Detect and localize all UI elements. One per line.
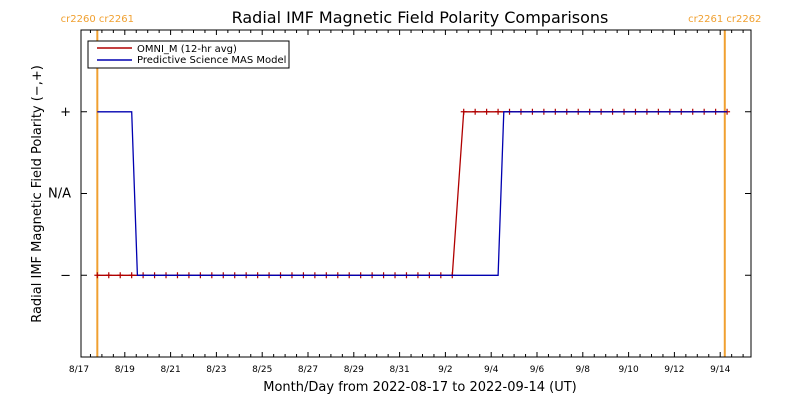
data-point [94,272,101,279]
x-tick-label: 9/12 [664,365,684,375]
legend-label-mas: Predictive Science MAS Model [137,55,286,66]
x-tick-label: 8/31 [389,365,409,375]
x-tick-label: 8/19 [115,365,135,375]
x-tick-label: 9/8 [576,365,591,375]
y-tick-label: − [60,268,71,283]
x-axis-label: Month/Day from 2022-08-17 to 2022-09-14 … [263,380,576,395]
x-tick-label: 8/17 [69,365,89,375]
y-axis-label: Radial IMF Magnetic Field Polarity (−,+) [30,65,45,323]
legend-box [87,40,290,69]
y-tick-label: N/A [48,187,71,202]
x-tick-label: 8/27 [298,365,318,375]
data-point [460,108,467,115]
x-tick-label: 9/2 [438,365,452,375]
x-tick-label: 9/4 [484,365,499,375]
y-ticks: + N/A − [48,105,751,283]
x-tick-label: 8/29 [344,365,364,375]
data-point [117,272,124,279]
legend: OMNI_M (12-hr avg) Predictive Science MA… [87,40,290,69]
data-point [128,272,135,279]
carrington-label: cr2261 cr2262 [688,14,761,25]
series-line-mas [97,111,728,276]
x-ticks: 8/17 8/19 8/21 8/23 8/25 8/27 8/29 8/31 9/2 9/4 9/… [69,30,744,375]
data-point [472,108,479,115]
data-point [105,272,112,279]
carrington-markers: cr2260 cr2261 cr2261 cr2262 [61,14,761,357]
series-layer [94,108,731,279]
chart-title: Radial IMF Magnetic Field Polarity Compa… [232,8,609,27]
x-tick-label: 8/23 [206,365,226,375]
carrington-label: cr2260 cr2261 [61,14,134,25]
x-tick-label: 9/6 [530,365,545,375]
x-tick-label: 8/21 [160,365,180,375]
series-line-omni [97,111,728,276]
legend-label-omni: OMNI_M (12-hr avg) [137,44,237,55]
y-tick-label: + [60,105,71,120]
data-point [483,108,490,115]
x-tick-label: 9/10 [618,365,638,375]
x-tick-label: 9/14 [710,365,730,375]
data-point [495,108,502,115]
plot-frame [80,29,752,358]
x-tick-label: 8/25 [252,365,272,375]
